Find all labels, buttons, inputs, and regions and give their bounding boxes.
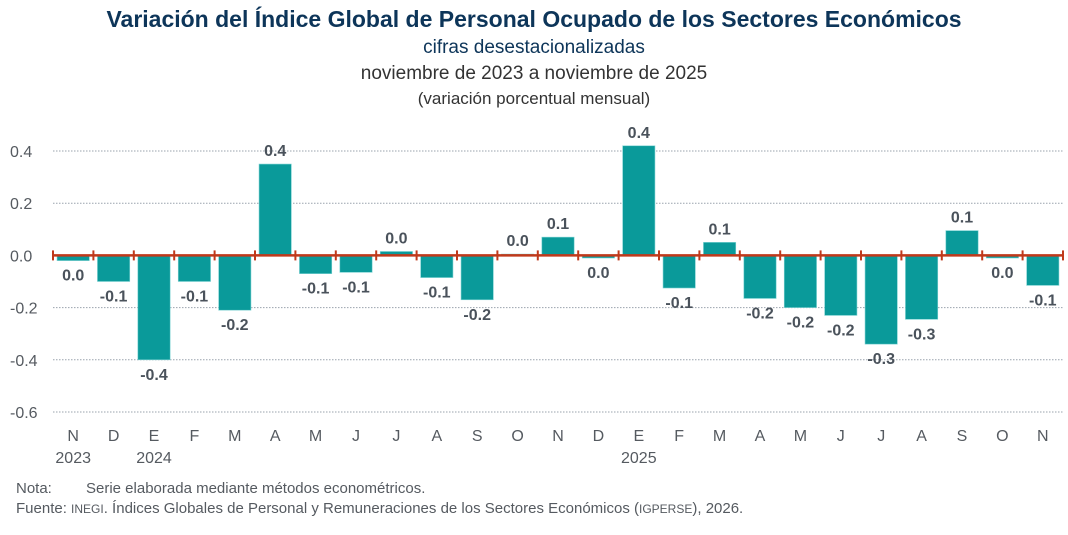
source-label: Fuente: [16,500,67,517]
bar [339,255,373,273]
bar [824,255,858,316]
data-label: -0.1 [342,279,370,296]
y-tick-label: -0.6 [10,405,38,422]
x-tick-label: N [1037,428,1049,445]
chart-period: noviembre de 2023 a noviembre de 2025 [360,63,708,84]
x-tick-label: M [713,428,726,445]
data-label: -0.2 [221,317,249,334]
bars [56,145,1060,361]
x-tick-label: N [67,428,79,445]
x-tick-label: A [270,428,281,445]
x-axis: N D E F M A M J J A S O N D E F M A M J J A S O N 2023 2024 2025 [55,428,1048,467]
data-label: 0.0 [506,233,528,250]
year-label: 2024 [136,450,172,467]
year-label: 2025 [621,450,657,467]
bar [541,236,575,256]
x-axis-line [52,250,1064,261]
data-label: 0.4 [628,125,650,142]
x-tick-label: A [755,428,766,445]
source-text-end: ), 2026. [692,500,744,517]
bar [703,242,737,256]
x-tick-label: S [472,428,483,445]
source-org: INEGI [71,502,104,516]
footnote-note: Nota: Serie elaborada mediante métodos ec… [16,480,425,497]
x-tick-label: A [916,428,927,445]
data-label: -0.4 [140,367,168,384]
x-tick-label: D [108,428,120,445]
data-label: -0.1 [100,289,128,306]
x-tick-label: E [633,428,644,445]
x-tick-label: J [837,428,845,445]
bar [905,255,939,320]
bar [1026,255,1060,286]
data-label: -0.2 [787,315,815,332]
bar [743,255,777,299]
y-tick-label: 0.0 [10,248,32,265]
data-label: -0.1 [302,281,330,298]
chart-unit: (variación porcentual mensual) [417,89,651,108]
bar [97,255,131,282]
x-tick-label: S [957,428,968,445]
bar [864,255,898,345]
data-label: -0.1 [1029,292,1057,309]
x-tick-label: A [431,428,442,445]
data-label: 0.0 [385,230,407,247]
source-abbr: IGPERSE [639,502,693,516]
data-label: -0.3 [867,351,895,368]
bar [299,255,333,274]
x-tick-label: F [190,428,200,445]
bar [420,255,454,278]
data-label: 0.1 [951,210,973,227]
bar [177,255,211,282]
x-tick-label: M [228,428,241,445]
bar [460,255,494,301]
x-tick-label: E [149,428,160,445]
data-label: -0.1 [181,289,209,306]
x-tick-label: O [511,428,523,445]
y-tick-label: -0.2 [10,301,38,318]
data-label: -0.3 [908,326,936,343]
y-tick-label: 0.2 [10,196,32,213]
bar [258,163,292,256]
y-tick-label: -0.4 [10,353,38,370]
x-tick-label: D [593,428,605,445]
x-tick-label: M [309,428,322,445]
chart-title: Variación del Índice Global de Personal … [106,6,962,32]
data-label: 0.0 [587,265,609,282]
x-tick-label: N [552,428,564,445]
x-tick-label: F [674,428,684,445]
data-label: 0.0 [62,268,84,285]
x-tick-label: J [877,428,885,445]
y-axis: 0.4 0.2 0.0 -0.2 -0.4 -0.6 [10,144,38,422]
data-label: -0.1 [665,295,693,312]
data-label: 0.4 [264,143,286,160]
data-label: -0.2 [746,305,774,322]
bar [945,230,979,256]
bar [137,255,171,361]
x-tick-label: J [392,428,400,445]
chart-subtitle: cifras desestacionalizadas [423,37,645,58]
bar [218,255,252,311]
y-tick-label: 0.4 [10,144,32,161]
x-tick-label: J [352,428,360,445]
bar [783,255,817,308]
data-label: 0.1 [547,216,569,233]
note-label: Nota: [16,480,52,497]
data-label: -0.1 [423,285,451,302]
footnote-source: Fuente: INEGI. Índices Globales de Perso… [16,500,743,517]
note-text: Serie elaborada mediante métodos economé… [86,480,426,497]
x-tick-label: O [996,428,1008,445]
year-label: 2023 [55,450,91,467]
data-label: 0.1 [708,221,730,238]
data-label: -0.2 [827,322,855,339]
data-label: 0.0 [991,265,1013,282]
data-labels: 0.0 -0.1 -0.4 -0.1 -0.2 0.4 -0.1 -0.1 0.0 -0.1 -0.… [62,125,1057,384]
bar [622,145,656,256]
bar [662,255,696,289]
x-tick-label: M [794,428,807,445]
source-text: . Índices Globales de Personal y Remuner… [103,500,639,517]
data-label: -0.2 [463,307,491,324]
